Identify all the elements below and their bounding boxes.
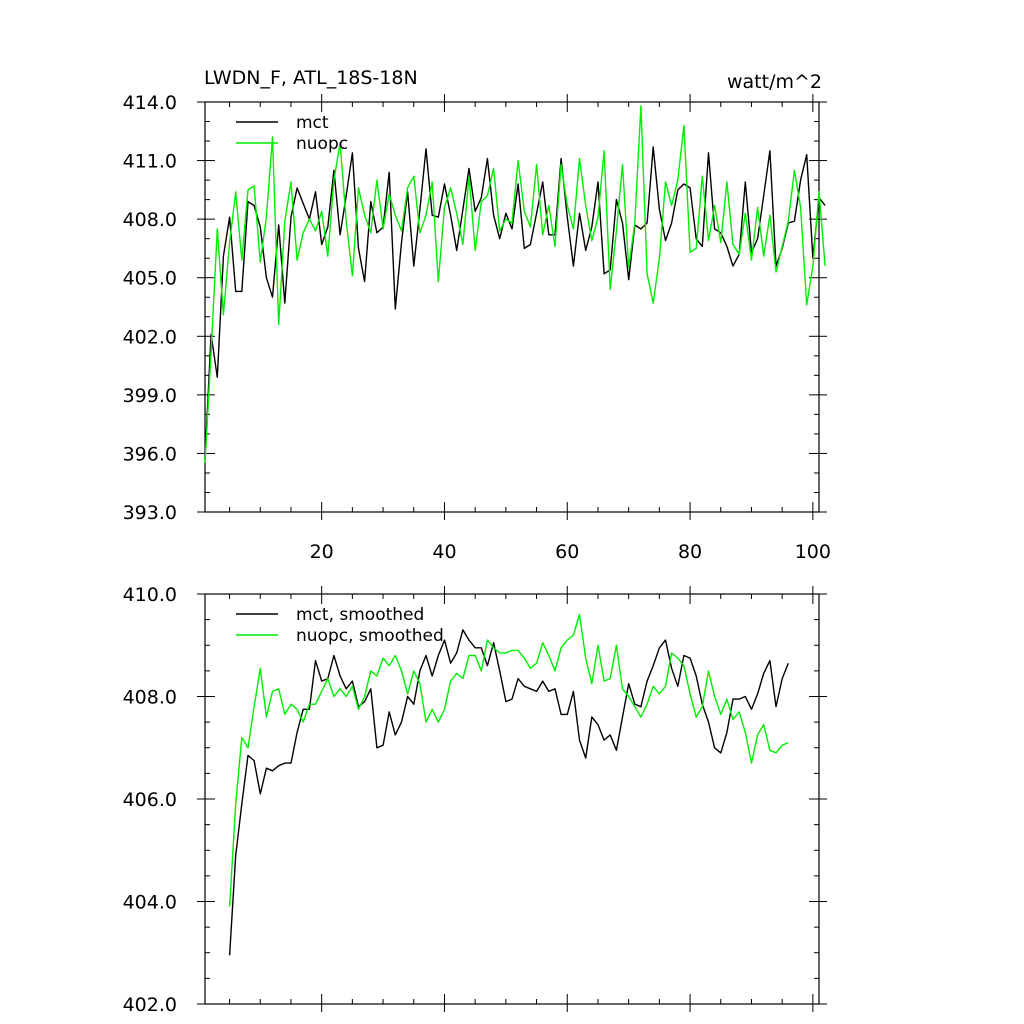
plot-frame-bottom	[204, 593, 820, 1005]
series-line-nuopc-smoothed	[228, 613, 789, 907]
legend-label: mct	[296, 113, 329, 133]
y-tick-label: 402.0	[123, 994, 177, 1016]
series-line-nuopc	[204, 105, 826, 464]
y-tick-label: 414.0	[123, 92, 177, 114]
units-label: watt/m^2	[727, 71, 822, 93]
x-tick-label: 80	[678, 541, 702, 563]
x-tick-label: 60	[555, 541, 579, 563]
y-tick-label: 411.0	[123, 151, 177, 173]
bottom-panel: 402.0 404.0 406.0 408.0 410.0 mct, smoothedn…	[123, 584, 827, 1016]
x-tick-label: 20	[310, 541, 334, 563]
y-tick-label: 408.0	[123, 209, 177, 231]
y-tick-label: 404.0	[123, 892, 177, 914]
y-tick-label: 399.0	[123, 385, 177, 407]
legend-label: mct, smoothed	[296, 605, 424, 625]
series-group-bottom	[228, 613, 789, 956]
series-group	[204, 105, 826, 464]
legend-label: nuopc	[296, 134, 348, 154]
tick-group-bottom: 402.0 404.0 406.0 408.0 410.0	[123, 584, 827, 1016]
y-tick-label: 406.0	[123, 789, 177, 811]
y-tick-label: 405.0	[123, 268, 177, 290]
y-tick-label: 408.0	[123, 687, 177, 709]
top-panel: LWDN_F, ATL_18S-18N watt/m^2 20 40 60 80 100…	[123, 67, 831, 563]
x-tick-label: 40	[432, 541, 456, 563]
y-tick-label: 410.0	[123, 584, 177, 606]
series-line-mct-smoothed	[228, 629, 789, 956]
y-tick-label: 402.0	[123, 326, 177, 348]
tick-group: 20 40 60 80 100 393.0 396.0 399.0 402.0 405.0 408.…	[123, 92, 831, 563]
chart-title: LWDN_F, ATL_18S-18N	[204, 67, 418, 89]
x-tick-label: 100	[795, 541, 831, 563]
legend-label: nuopc, smoothed	[296, 626, 444, 646]
plot-frame	[204, 101, 820, 513]
y-tick-label: 396.0	[123, 443, 177, 465]
y-tick-label: 393.0	[123, 502, 177, 524]
